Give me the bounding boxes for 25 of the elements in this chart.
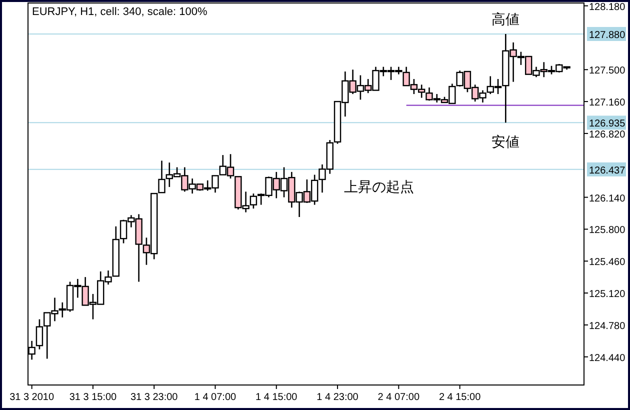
x-tick-label: 1 4 23:00 (316, 392, 359, 403)
x-tick-label: 31 3 2010 (10, 392, 54, 403)
x-tick-label: 31 3 23:00 (130, 392, 178, 403)
annotation: 安値 (492, 134, 520, 151)
x-tick-label: 2 4 15:00 (438, 392, 482, 403)
x-tick-label: 1 4 07:00 (194, 392, 237, 403)
y-tick-label: 125.460 (589, 257, 626, 268)
x-tick-label: 2 4 07:00 (378, 392, 420, 403)
ref-line-label: 127.880 (589, 30, 626, 41)
chart-title: EURJPY, H1, cell: 340, scale: 100% (32, 6, 208, 18)
ref-line-label: 126.935 (589, 118, 626, 130)
annotation: 高値 (492, 12, 520, 28)
y-tick-label: 126.820 (589, 129, 626, 140)
y-tick-label: 124.440 (589, 352, 626, 364)
x-tick-label: 1 4 15:00 (256, 392, 298, 403)
y-tick-label: 127.500 (589, 66, 626, 77)
annotation: 上昇の起点 (344, 179, 414, 196)
y-tick-label: 128.180 (589, 2, 626, 13)
y-tick-label: 125.120 (589, 289, 626, 300)
y-tick-label: 127.160 (589, 98, 626, 109)
y-tick-label: 124.780 (589, 320, 626, 332)
ref-line-label: 126.437 (589, 165, 626, 176)
x-tick-label: 31 3 15:00 (69, 392, 118, 403)
y-tick-label: 125.800 (589, 225, 626, 236)
y-tick-label: 126.140 (589, 193, 626, 204)
